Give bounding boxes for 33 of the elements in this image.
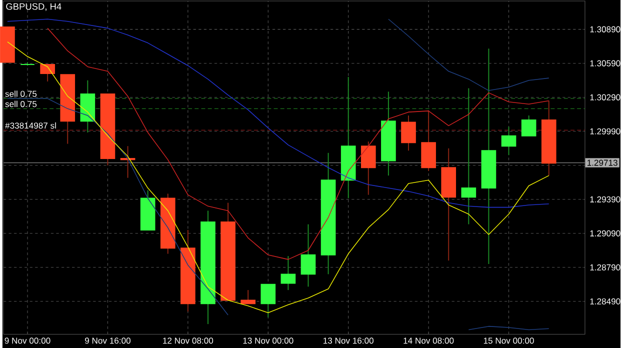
x-tick-label: 9 Nov 00:00 xyxy=(4,338,50,344)
candlestick xyxy=(300,224,316,288)
y-tick-label: 1.30590 xyxy=(590,60,620,66)
y-tick-label: 1.29390 xyxy=(590,196,620,202)
ref-line-label: 1.29713 xyxy=(587,160,618,166)
candlestick xyxy=(501,126,516,156)
y-tick-label: 1.30890 xyxy=(590,26,620,32)
x-tick-label: 15 Nov 00:00 xyxy=(484,338,534,344)
line-series xyxy=(47,28,550,260)
candlestick xyxy=(461,88,476,225)
candlestick xyxy=(521,114,536,136)
x-tick-label: 9 Nov 16:00 xyxy=(85,338,130,344)
line-series xyxy=(7,18,550,208)
x-tick-label: 12 Nov 08:00 xyxy=(163,338,214,344)
candlestick xyxy=(260,284,276,318)
x-tick-label: 13 Nov 16:00 xyxy=(324,338,374,344)
y-tick-label: 1.28790 xyxy=(590,264,620,270)
y-tick-label: 1.29990 xyxy=(590,128,620,134)
line-series xyxy=(7,41,550,314)
candlestick xyxy=(280,256,296,290)
candlestick xyxy=(240,290,256,304)
chart-title: GBPUSD, H4 xyxy=(6,3,62,11)
ref-line-label: #33814987 sl xyxy=(5,122,56,129)
x-tick-label: 13 Nov 00:00 xyxy=(243,338,294,344)
ref-line-label: sell 0.75 xyxy=(5,90,37,97)
x-tick-label: 14 Nov 08:00 xyxy=(404,338,454,344)
candlestick xyxy=(360,141,376,196)
line-series xyxy=(388,18,550,91)
y-tick-label: 1.29090 xyxy=(590,230,620,236)
y-tick-label: 1.28490 xyxy=(590,298,620,304)
ref-line-label: sell 0.75 xyxy=(5,100,37,108)
candlestick xyxy=(40,64,55,82)
y-tick-label: 1.30290 xyxy=(590,94,620,100)
